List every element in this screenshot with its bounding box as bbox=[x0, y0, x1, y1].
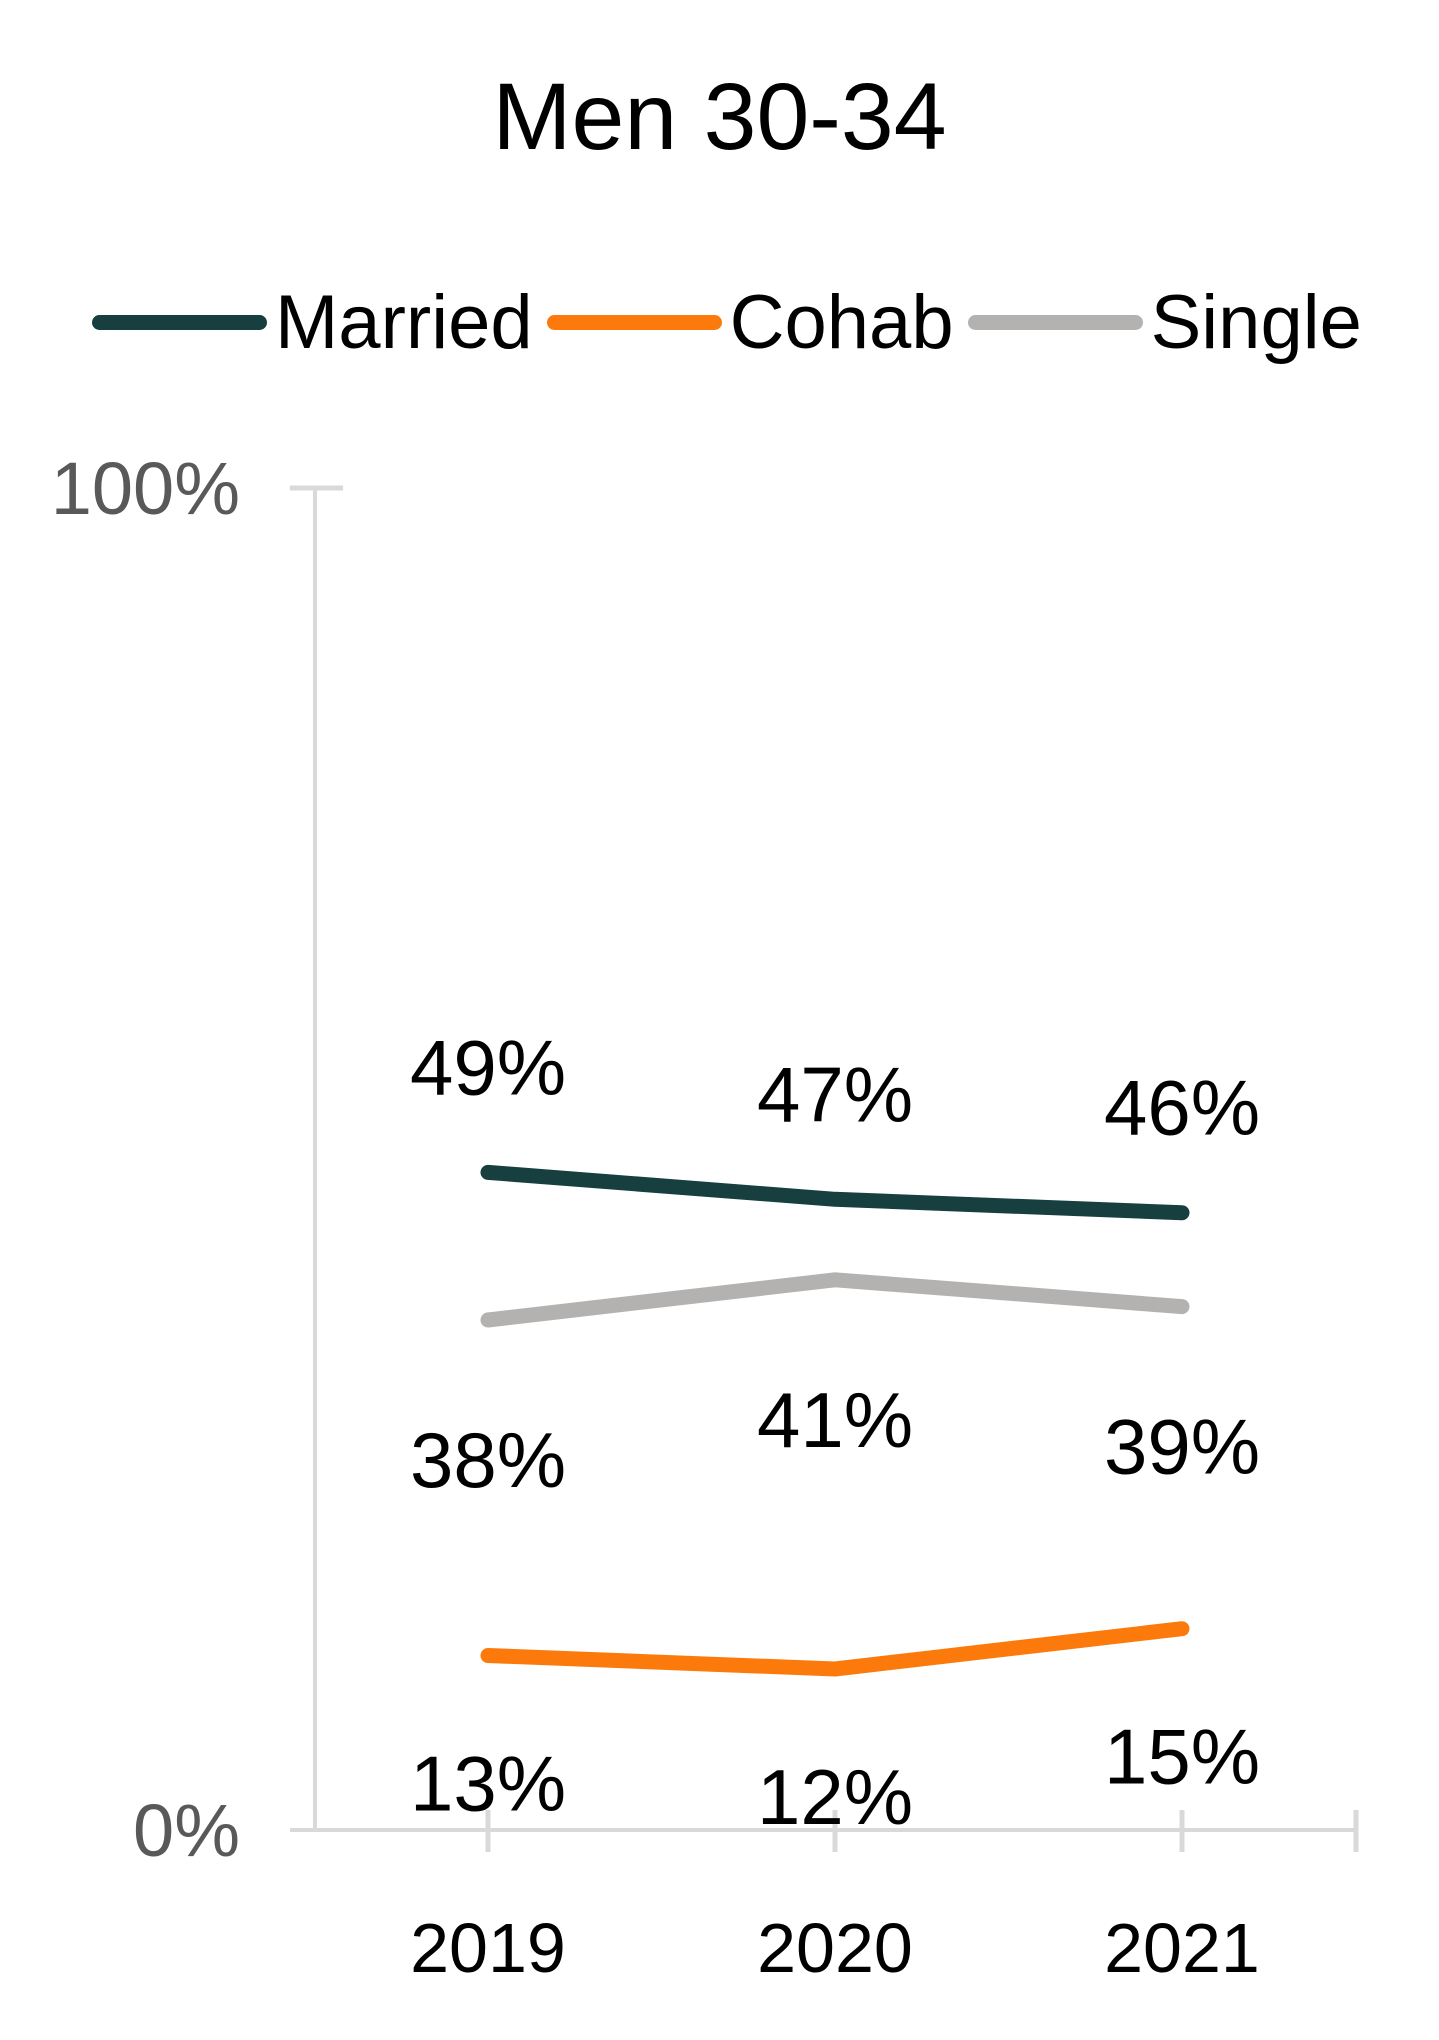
data-label-cohab-2020: 12% bbox=[757, 1753, 913, 1841]
legend-item-single: Single bbox=[967, 280, 1362, 365]
x-axis-label-2020: 2020 bbox=[757, 1909, 913, 1987]
data-label-cohab-2019: 13% bbox=[410, 1740, 566, 1828]
y-axis-label-100: 100% bbox=[51, 447, 240, 530]
data-label-single-2020: 41% bbox=[757, 1376, 913, 1464]
legend-swatch-single-line-icon bbox=[967, 315, 1143, 331]
series-line-cohab bbox=[480, 1621, 1190, 1677]
data-label-single-2021: 39% bbox=[1104, 1403, 1260, 1491]
data-label-single-2019: 38% bbox=[410, 1416, 566, 1504]
legend: Married Cohab Single bbox=[92, 283, 1362, 363]
x-axis-label-2021: 2021 bbox=[1104, 1909, 1260, 1987]
data-label-cohab-2021: 15% bbox=[1104, 1713, 1260, 1801]
chart-title: Men 30-34 bbox=[492, 64, 947, 170]
legend-label-cohab: Cohab bbox=[729, 280, 954, 365]
plot-area: 2019 2020 2021 49% 47% 46% 13% 12% 15% 38% 41% 39% bbox=[410, 1023, 1260, 1987]
legend-swatch-cohab-line-icon bbox=[546, 315, 722, 331]
legend-swatch-married-line-icon bbox=[92, 315, 267, 331]
data-label-married-2020: 47% bbox=[757, 1050, 913, 1138]
legend-item-married: Married bbox=[92, 283, 533, 363]
legend-item-cohab: Cohab bbox=[546, 280, 954, 365]
x-axis-label-2019: 2019 bbox=[410, 1909, 566, 1987]
y-axis-label-0: 0% bbox=[133, 1789, 240, 1872]
series-line-single bbox=[480, 1272, 1190, 1328]
data-label-married-2019: 49% bbox=[410, 1023, 566, 1111]
legend-label-married: Married bbox=[275, 280, 533, 365]
data-label-married-2021: 46% bbox=[1104, 1064, 1260, 1152]
series-line-married bbox=[480, 1164, 1190, 1221]
legend-label-single: Single bbox=[1150, 280, 1362, 365]
